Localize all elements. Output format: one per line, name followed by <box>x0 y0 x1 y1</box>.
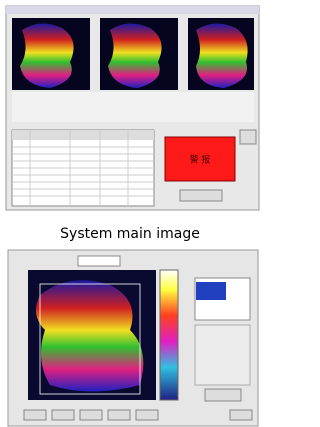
caption: System main image <box>60 226 200 242</box>
button[interactable] <box>136 410 158 420</box>
table-header <box>12 130 154 140</box>
bottom-screenshot <box>8 250 258 426</box>
button[interactable] <box>24 410 46 420</box>
toolbar <box>6 6 259 14</box>
button[interactable] <box>108 410 130 420</box>
list-selection <box>196 282 226 300</box>
info-strip <box>12 92 254 122</box>
page: 警 报 System main image (() => { const dat… <box>0 0 261 427</box>
thermal-views <box>12 18 254 90</box>
button[interactable] <box>80 410 102 420</box>
dropdown[interactable] <box>78 256 120 266</box>
settings-panel <box>195 325 250 385</box>
button[interactable] <box>205 389 241 401</box>
button[interactable] <box>180 190 222 201</box>
data-table <box>12 130 154 206</box>
top-screenshot: 警 报 <box>6 6 259 210</box>
thermal-object <box>196 23 248 88</box>
button[interactable] <box>230 410 252 420</box>
thermal-object <box>108 23 162 88</box>
thermal-object <box>20 23 74 88</box>
color-scale <box>160 270 178 400</box>
button[interactable] <box>52 410 74 420</box>
alarm-label: 警 报 <box>190 153 211 164</box>
screen: 警 报 System main image <box>0 0 261 427</box>
button[interactable] <box>240 130 256 144</box>
